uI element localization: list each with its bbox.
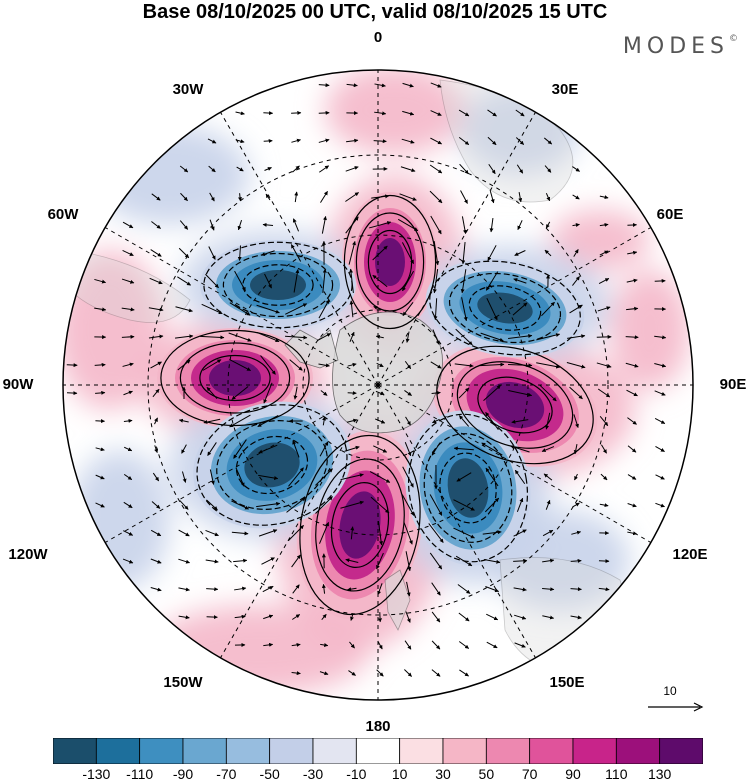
vector-reference-label: 10 [640, 684, 700, 698]
longitude-label-150w: 150W [163, 675, 202, 691]
colorbar-swatch [486, 738, 529, 764]
longitude-label-120e: 120E [672, 547, 707, 563]
longitude-label-150e: 150E [549, 675, 584, 691]
colorbar-swatch [660, 738, 703, 764]
colorbar-tick: 70 [522, 766, 538, 782]
colorbar-swatch [400, 738, 443, 764]
colorbar-swatch [270, 738, 313, 764]
wind-vector [67, 393, 77, 394]
longitude-label-0: 0 [374, 30, 382, 46]
anomaly-blob [90, 125, 250, 225]
longitude-label-60w: 60W [48, 207, 79, 223]
colorbar-swatch [53, 738, 96, 764]
colorbar-tick: -110 [126, 766, 153, 782]
colorbar-tick: 30 [435, 766, 451, 782]
colorbar-swatch [96, 738, 139, 764]
colorbar-swatch [573, 738, 616, 764]
longitude-label-180: 180 [365, 719, 390, 735]
anomaly-core [209, 360, 261, 396]
colorbar-tick: 110 [605, 766, 627, 782]
longitude-label-30w: 30W [173, 82, 204, 98]
colorbar-tick: 90 [565, 766, 581, 782]
anomaly-core [375, 238, 405, 286]
colorbar [53, 738, 703, 764]
longitude-label-90e: 90E [720, 377, 747, 393]
wind-vector [319, 113, 329, 114]
vector-reference-arrow [646, 700, 706, 714]
longitude-label-120w: 120W [8, 547, 47, 563]
longitude-label-30e: 30E [552, 82, 579, 98]
anomaly-blob [325, 65, 465, 155]
colorbar-swatch [313, 738, 356, 764]
colorbar-tick: 50 [479, 766, 495, 782]
colorbar-tick: -50 [260, 766, 280, 782]
colorbar-swatch [183, 738, 226, 764]
wind-vector [264, 141, 273, 142]
colorbar-tick: -130 [82, 766, 110, 782]
colorbar-tick-labels: -130 -110 -90 -70 -50 -30 -10 10 30 50 70 90 110 130 [0, 766, 750, 784]
colorbar-swatch [356, 738, 399, 764]
colorbar-swatch [226, 738, 269, 764]
colorbar-swatch [530, 738, 573, 764]
colorbar-swatch [443, 738, 486, 764]
colorbar-tick: 10 [392, 766, 408, 782]
colorbar-tick: -10 [346, 766, 366, 782]
colorbar-swatch [616, 738, 659, 764]
colorbar-tick: -90 [173, 766, 193, 782]
anomaly-core [250, 270, 306, 300]
longitude-label-90w: 90W [3, 377, 34, 393]
wind-vector [206, 589, 218, 590]
anomaly-blob [70, 450, 170, 590]
wind-vector [263, 113, 272, 114]
longitude-label-60e: 60E [657, 207, 684, 223]
colorbar-swatch [140, 738, 183, 764]
wind-vector [599, 561, 609, 562]
colorbar-tick: -70 [216, 766, 236, 782]
colorbar-tick: -30 [303, 766, 323, 782]
colorbar-tick: 130 [648, 766, 671, 782]
wind-vector [67, 365, 77, 366]
